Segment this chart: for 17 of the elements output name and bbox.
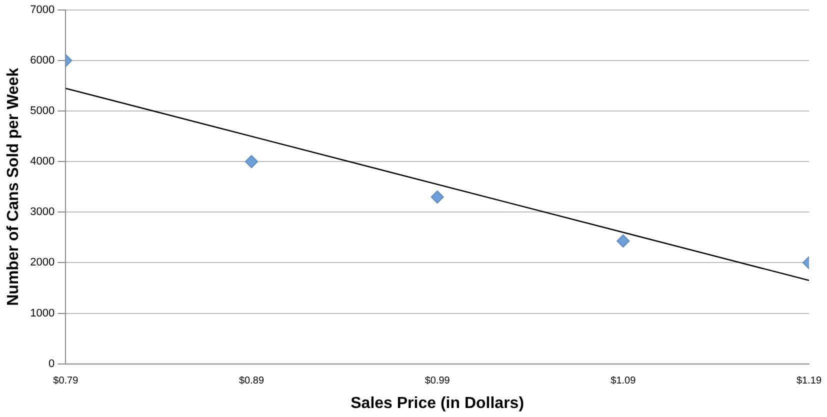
y-tick-label: 5000 xyxy=(30,105,55,118)
x-axis-title: Sales Price (in Dollars) xyxy=(350,394,524,412)
point xyxy=(245,155,258,168)
x-tick-label: $0.89 xyxy=(238,376,264,387)
y-axis-title: Number of Cans Sold per Week xyxy=(5,68,22,306)
y-tick-label: 1000 xyxy=(30,307,55,320)
point xyxy=(430,190,444,204)
x-tick-label: $1.09 xyxy=(610,376,636,387)
x-tick-label: $0.99 xyxy=(424,376,450,387)
y-tick-label: 0 xyxy=(48,358,55,370)
y-tick-label: 6000 xyxy=(30,54,55,67)
y-tick-label: 7000 xyxy=(30,4,55,16)
x-tick-label: $1.19 xyxy=(796,376,822,387)
y-tick-label: 2000 xyxy=(30,256,55,269)
x-tick-label: $0.79 xyxy=(53,376,79,387)
y-tick-label: 4000 xyxy=(30,156,55,168)
y-tick-label: 3000 xyxy=(30,206,55,218)
